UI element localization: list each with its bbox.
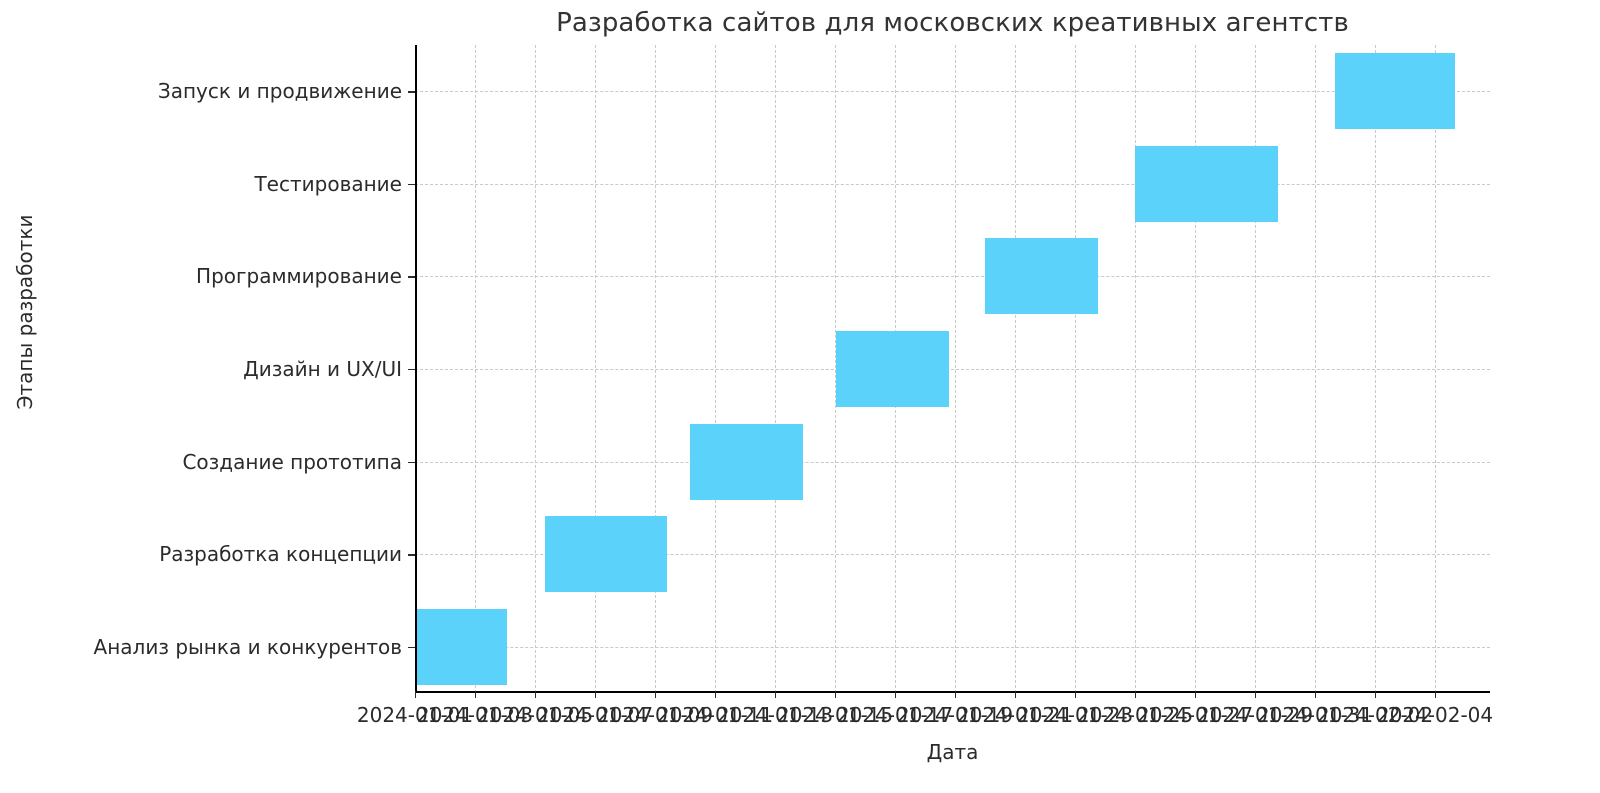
y-gridline (415, 91, 1490, 93)
x-axis-tick (715, 691, 717, 698)
x-axis-tick-label: 2024-01-19 (896, 703, 1014, 727)
gantt-bar (690, 423, 803, 500)
y-axis-tick (408, 91, 415, 93)
gantt-bar (1135, 145, 1278, 222)
y-axis-tick (408, 369, 415, 371)
x-axis-tick-label: 2024-01-21 (956, 703, 1074, 727)
y-axis-tick (408, 461, 415, 463)
x-axis-tick-label: 2024-01-25 (1076, 703, 1194, 727)
x-axis-tick-label: 2024-01-03 (416, 703, 534, 727)
x-axis-tick (1195, 691, 1197, 698)
x-axis-tick (1135, 691, 1137, 698)
gantt-bar (1335, 53, 1455, 130)
y-axis-tick-label: Запуск и продвижение (157, 79, 402, 104)
y-axis-tick-label: Разработка концепции (159, 542, 402, 567)
x-axis-tick-label: 2024-01-31 (1256, 703, 1374, 727)
x-axis-tick (475, 691, 477, 698)
y-axis-tick-label: Тестирование (254, 171, 402, 196)
x-axis-tick (895, 691, 897, 698)
chart-title: Разработка сайтов для московских креатив… (556, 8, 1349, 38)
x-axis-tick (775, 691, 777, 698)
y-axis-tick-label: Программирование (196, 264, 402, 289)
y-gridline (415, 183, 1490, 185)
y-axis-tick (408, 554, 415, 556)
x-axis-tick-label: 2024-01-13 (716, 703, 834, 727)
x-axis-tick (955, 691, 957, 698)
x-axis-tick-label: 2024-01-09 (596, 703, 714, 727)
y-gridline (415, 461, 1490, 463)
y-axis-spine (415, 45, 417, 693)
x-axis-tick (1075, 691, 1077, 698)
y-gridline (415, 646, 1490, 648)
x-axis-tick (1015, 691, 1017, 698)
x-axis-tick-label: 2024-02-02 (1316, 703, 1434, 727)
y-gridline (415, 369, 1490, 370)
x-axis-tick (655, 691, 657, 698)
y-axis-tick (408, 646, 415, 649)
y-gridline (415, 554, 1490, 556)
y-axis-tick-label: Дизайн и UX/UI (243, 357, 402, 381)
y-axis-label: Этапы разработки (13, 214, 37, 410)
x-axis-tick (415, 691, 417, 698)
x-axis-tick-label: 2024-01-07 (536, 703, 654, 727)
x-axis-label: Дата (926, 740, 979, 764)
y-gridline (415, 276, 1490, 278)
x-axis-tick-label: 2024-01-01 (356, 703, 474, 727)
x-axis-tick-label: 2024-01-27 (1136, 703, 1254, 727)
x-axis-tick (835, 691, 837, 698)
x-axis-tick-label: 2024-01-17 (836, 703, 954, 727)
x-axis-tick (1375, 691, 1377, 698)
x-axis-tick (1315, 691, 1317, 698)
y-axis-tick (408, 276, 415, 278)
gantt-bar (545, 516, 667, 593)
y-axis-tick (408, 183, 415, 186)
x-axis-tick (1255, 691, 1257, 698)
y-axis-tick-label: Создание прототипа (182, 449, 402, 474)
gantt-bar (836, 331, 949, 407)
x-axis-spine (415, 691, 1490, 693)
x-axis-tick (535, 691, 537, 698)
x-axis-tick-label: 2024-01-05 (476, 703, 594, 727)
gantt-bar (415, 608, 507, 685)
y-axis-tick-label: Анализ рынка и конкурентов (93, 634, 402, 659)
gantt-bar (985, 238, 1098, 315)
x-axis-tick-label: 2024-01-29 (1196, 703, 1314, 727)
x-axis-tick-label: 2024-01-11 (656, 703, 774, 727)
x-axis-tick-label: 2024-02-04 (1376, 703, 1494, 727)
x-axis-tick-label: 2024-01-15 (776, 703, 894, 727)
plot-area (415, 45, 1490, 693)
x-axis-tick (595, 691, 597, 698)
x-axis-tick-label: 2024-01-23 (1016, 703, 1134, 727)
x-axis-tick (1435, 691, 1437, 698)
